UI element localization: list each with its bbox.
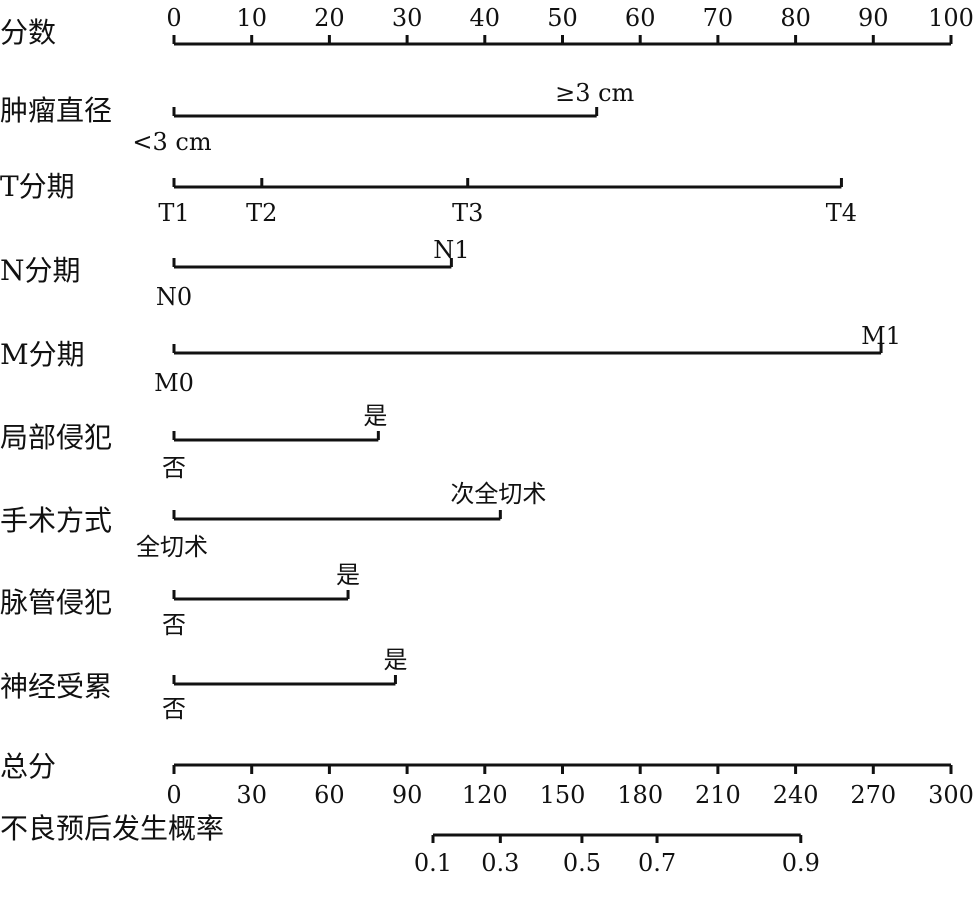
- total-points-axis-tick-label: 240: [773, 781, 819, 809]
- points-axis-tick-label: 20: [314, 4, 345, 32]
- total-points-axis-tick-label: 90: [392, 781, 423, 809]
- t_stage-category-label: T1: [158, 199, 189, 227]
- probability-axis-tick-label: 0.3: [481, 849, 519, 877]
- surgery-category-label: 全切术: [136, 533, 208, 561]
- nerve_involvement-category-label: 是: [383, 646, 407, 674]
- total-points-axis-tick-label: 210: [695, 781, 741, 809]
- vascular-invasion-label: 脉管侵犯: [0, 586, 112, 619]
- points-axis-tick-label: 0: [166, 4, 181, 32]
- points-axis-tick-label: 40: [470, 4, 501, 32]
- vascular_invasion-category-label: 否: [162, 611, 186, 639]
- vascular_invasion-category-label: 是: [336, 561, 360, 589]
- points-axis-tick-label: 60: [625, 4, 656, 32]
- n-stage-label: N分期: [0, 254, 81, 287]
- t_stage-category-label: T2: [246, 199, 277, 227]
- local-invasion-label: 局部侵犯: [0, 421, 112, 454]
- tumor_diameter-category-label: ≥3 cm: [555, 79, 634, 107]
- local_invasion-category-label: 是: [363, 402, 387, 430]
- probability-axis-tick-label: 0.1: [414, 849, 452, 877]
- probability-axis-tick-label: 0.7: [638, 849, 676, 877]
- surgery-label: 手术方式: [0, 504, 112, 537]
- points-axis-tick-label: 90: [858, 4, 889, 32]
- n_stage-category-label: N1: [433, 236, 469, 264]
- points-axis-tick-label: 100: [928, 4, 974, 32]
- t-stage-label: T分期: [0, 170, 75, 203]
- tumor_diameter-category-label: <3 cm: [132, 128, 211, 156]
- local_invasion-category-label: 否: [162, 454, 186, 482]
- points-axis-tick-label: 10: [236, 4, 267, 32]
- surgery-category-label: 次全切术: [450, 480, 546, 508]
- total-points-axis-tick-label: 270: [850, 781, 896, 809]
- total-points-axis-tick-label: 180: [617, 781, 663, 809]
- t_stage-category-label: T3: [452, 199, 483, 227]
- probability-axis-label: 不良预后发生概率: [0, 812, 224, 845]
- points-axis-tick-label: 50: [547, 4, 578, 32]
- probability-axis-tick-label: 0.5: [563, 849, 601, 877]
- t_stage-category-label: T4: [826, 199, 857, 227]
- n_stage-category-label: N0: [156, 283, 192, 311]
- probability-axis-tick-label: 0.9: [782, 849, 820, 877]
- tumor-diameter-label: 肿瘤直径: [0, 94, 112, 127]
- m-stage-label: M分期: [0, 338, 85, 371]
- m_stage-category-label: M1: [861, 322, 901, 350]
- total-points-axis-tick-label: 300: [928, 781, 974, 809]
- total-points-axis-tick-label: 150: [540, 781, 586, 809]
- total-points-axis-label: 总分: [0, 750, 56, 783]
- nerve_involvement-category-label: 否: [162, 695, 186, 723]
- total-points-axis-tick-label: 60: [314, 781, 345, 809]
- points-axis-tick-label: 80: [780, 4, 811, 32]
- points-axis-tick-label: 70: [703, 4, 734, 32]
- points-axis-tick-label: 30: [392, 4, 423, 32]
- points-axis-label: 分数: [0, 16, 56, 49]
- total-points-axis-tick-label: 30: [236, 781, 267, 809]
- m_stage-category-label: M0: [154, 369, 194, 397]
- total-points-axis-tick-label: 120: [462, 781, 508, 809]
- nerve-involvement-label: 神经受累: [0, 670, 112, 703]
- total-points-axis-tick-label: 0: [166, 781, 181, 809]
